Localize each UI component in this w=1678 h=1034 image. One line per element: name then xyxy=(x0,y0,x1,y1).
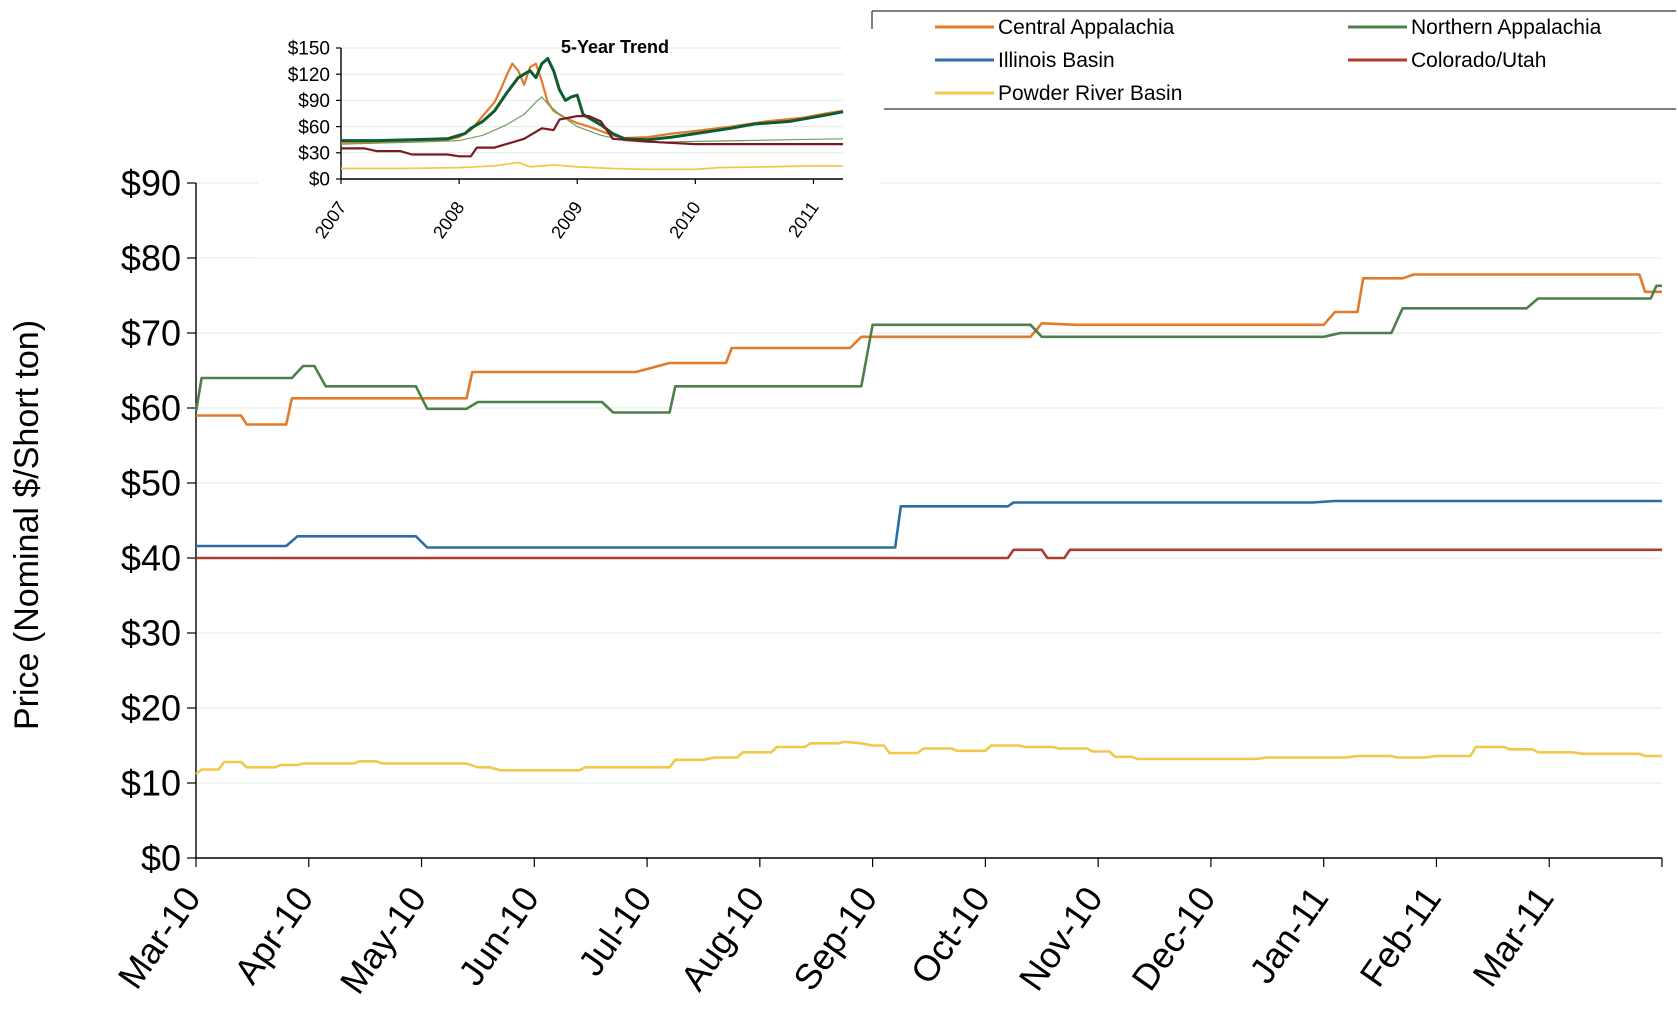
y-axis-label: Price (Nominal $/Short ton) xyxy=(8,320,46,730)
y-tick-label: $0 xyxy=(141,838,181,879)
inset-y-tick-labels: $0 $30 $60 $90 $120 $150 xyxy=(288,39,330,191)
series-line-2 xyxy=(340,96,844,145)
x-tick-label: Sep-10 xyxy=(785,879,885,998)
y-tick-label: $30 xyxy=(298,143,330,164)
y-tick-label: $40 xyxy=(121,538,181,579)
x-tick-label: Jun-10 xyxy=(450,879,547,993)
inset-background xyxy=(258,0,880,258)
x-tick-label: May-10 xyxy=(332,879,434,1001)
series-line-1 xyxy=(341,57,844,143)
main-x-tick-labels: Mar-10 Apr-10 May-10 Jun-10 Jul-10 Aug-10 Sep-… xyxy=(110,879,1562,1001)
y-tick-label: $10 xyxy=(121,763,181,804)
main-series xyxy=(194,273,1662,776)
y-tick-label: $90 xyxy=(298,91,330,112)
legend-background xyxy=(872,10,1676,110)
series-line-1 xyxy=(194,284,1662,414)
y-tick-label: $120 xyxy=(288,65,330,86)
x-tick-label: Dec-10 xyxy=(1123,879,1223,998)
legend-label: Colorado/Utah xyxy=(1411,49,1546,72)
inset-title: 5-Year Trend xyxy=(561,37,669,57)
x-tick-label: Jan-11 xyxy=(1241,879,1336,990)
legend-label: Northern Appalachia xyxy=(1411,16,1602,39)
x-tick-label: Aug-10 xyxy=(672,879,772,998)
five-year-trend-inset: $0$30$60$90$120$150 2007 2008 2009 2010 2011… xyxy=(258,0,880,258)
legend-label: Powder River Basin xyxy=(998,82,1182,105)
inset-axes xyxy=(336,47,843,184)
series-line-4 xyxy=(341,161,843,171)
series-line-3 xyxy=(341,115,843,158)
series-line-4 xyxy=(195,740,1662,776)
x-tick-label: Mar-10 xyxy=(110,879,209,996)
y-tick-label: $60 xyxy=(298,117,330,138)
x-tick-label: Feb-11 xyxy=(1352,879,1449,994)
main-axes xyxy=(187,182,1663,867)
legend-items: Central Appalachia Northern Appalachia Ill… xyxy=(935,16,1602,105)
y-tick-label: $30 xyxy=(121,613,181,654)
y-tick-label: $50 xyxy=(121,463,181,504)
x-tick-label: Oct-10 xyxy=(902,879,998,991)
x-tick-label: Mar-11 xyxy=(1464,879,1561,994)
legend: Central Appalachia Northern Appalachia Ill… xyxy=(871,10,1676,110)
legend-label: Illinois Basin xyxy=(998,49,1115,72)
y-tick-label: $60 xyxy=(121,388,181,429)
legend-label: Central Appalachia xyxy=(998,16,1175,39)
y-tick-label: $150 xyxy=(288,39,330,60)
main-gridlines xyxy=(196,182,1662,784)
x-tick-label: Nov-10 xyxy=(1011,879,1111,998)
y-tick-label: $80 xyxy=(121,238,181,279)
x-tick-label: Apr-10 xyxy=(226,879,322,991)
series-line-3 xyxy=(196,548,1662,560)
y-tick-label: $0 xyxy=(309,170,330,191)
series-line-2 xyxy=(196,499,1662,549)
inset-series xyxy=(340,57,844,171)
y-tick-label: $20 xyxy=(121,688,181,729)
main-y-tick-labels: $0 $10 $20 $30 $40 $50 $60 $70 $80 $90 xyxy=(121,163,181,879)
x-tick-label: Jul-10 xyxy=(570,879,660,983)
series-line-0 xyxy=(196,273,1662,426)
y-tick-label: $70 xyxy=(121,313,181,354)
y-tick-label: $90 xyxy=(121,163,181,204)
